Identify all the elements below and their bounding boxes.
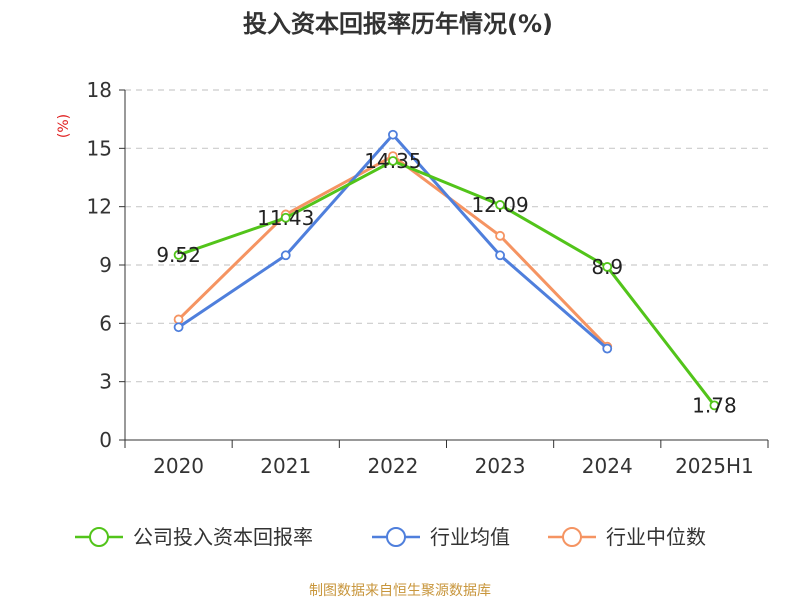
data-point (495, 250, 505, 261)
data-point (173, 322, 184, 333)
x-tick-label: 2025H1 (675, 454, 754, 478)
series-line-2 (177, 154, 609, 348)
data-point (173, 314, 184, 325)
data-point (602, 262, 613, 272)
data-point (388, 156, 398, 166)
x-tick-label: 2021 (260, 454, 311, 478)
y-tick-label: 9 (99, 253, 112, 277)
data-point (280, 212, 291, 223)
legend-label: 行业均值 (430, 525, 510, 549)
data-label: 9.52 (156, 243, 201, 267)
source-note: 制图数据来自恒生聚源数据库 (309, 583, 491, 599)
series-lines (173, 129, 720, 411)
legend-marker (562, 527, 582, 547)
legend-marker (386, 527, 406, 547)
data-labels: 9.52 11.43 14.35 12.09 8.9 1.78 (156, 149, 736, 417)
legend: 公司投入资本回报率 行业均值 行业中位数 (75, 525, 706, 549)
data-label: 8.9 (591, 255, 623, 279)
y-tick-label: 3 (99, 370, 112, 394)
legend-label: 行业中位数 (606, 525, 706, 549)
data-label: 12.09 (471, 193, 528, 217)
y-tick-label: 18 (87, 78, 112, 102)
legend-marker (89, 527, 109, 547)
series-line-0 (178, 159, 716, 407)
data-label: 14.35 (364, 149, 421, 173)
grid-lines (125, 89, 768, 383)
y-tick-label: 6 (99, 311, 112, 335)
y-tick-label: 0 (99, 428, 112, 452)
chart-title: 投入资本回报率历年情况(%) (243, 10, 553, 38)
axes: 0 3 6 9 12 15 18 2020 2021 2022 2023 2024 2025H1 (87, 78, 769, 478)
data-point (173, 249, 184, 260)
data-point (495, 230, 505, 241)
x-tick-label: 2024 (582, 454, 633, 478)
data-point (602, 343, 613, 354)
data-point (388, 129, 398, 140)
x-tick-label: 2022 (367, 454, 418, 478)
legend-label: 公司投入资本回报率 (133, 525, 313, 549)
data-point (280, 250, 291, 261)
x-tick-label: 2023 (475, 454, 526, 478)
y-tick-label: 15 (87, 136, 112, 160)
x-tick-label: 2020 (153, 454, 204, 478)
data-point (495, 200, 505, 210)
y-axis-unit: (%) (56, 114, 72, 138)
y-tick-label: 12 (87, 195, 112, 219)
data-label: 1.78 (692, 393, 737, 417)
data-point (709, 400, 720, 411)
data-label: 11.43 (257, 206, 314, 230)
